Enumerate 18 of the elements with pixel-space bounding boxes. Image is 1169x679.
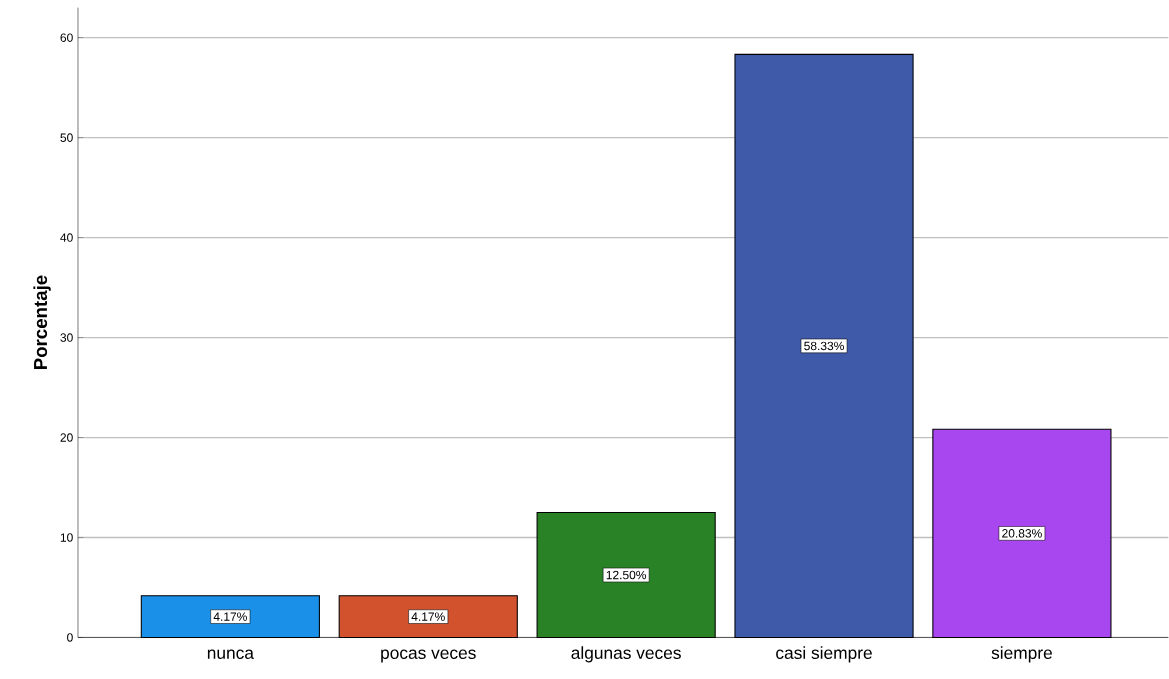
- y-tick-label: 60: [60, 33, 73, 42]
- data-label: 4.17%: [213, 612, 247, 621]
- x-tick-label: casi siempre: [776, 646, 872, 663]
- x-tick-label: nunca: [207, 649, 254, 660]
- x-tick-label: pocas veces: [381, 649, 476, 663]
- y-tick-label: 30: [60, 333, 73, 342]
- y-tick-label: 50: [60, 133, 73, 142]
- x-tick-label: siempre: [991, 646, 1052, 663]
- data-label: 58.33%: [804, 341, 844, 351]
- x-tick-label: algunas veces: [571, 646, 681, 663]
- y-tick-label: 0: [67, 633, 73, 642]
- y-tick-label: 20: [60, 433, 73, 442]
- y-axis-title: Porcentaje: [33, 275, 51, 370]
- data-label: 4.17%: [411, 612, 445, 621]
- data-label: 20.83%: [1002, 529, 1042, 538]
- y-tick-label: 10: [60, 533, 73, 542]
- y-tick-label: 40: [60, 233, 73, 242]
- data-label: 12.50%: [606, 570, 647, 580]
